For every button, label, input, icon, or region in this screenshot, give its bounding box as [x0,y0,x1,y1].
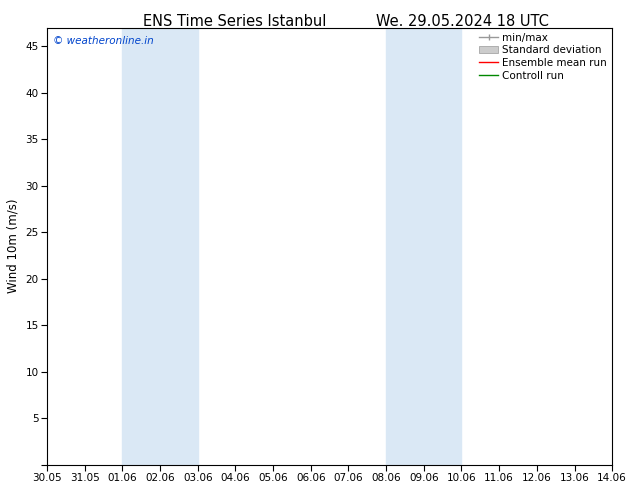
Text: ENS Time Series Istanbul: ENS Time Series Istanbul [143,14,327,29]
Text: © weatheronline.in: © weatheronline.in [53,36,153,46]
Y-axis label: Wind 10m (m/s): Wind 10m (m/s) [7,199,20,294]
Bar [386,27,462,465]
Legend: min/max, Standard deviation, Ensemble mean run, Controll run: min/max, Standard deviation, Ensemble me… [476,29,610,84]
Bar [122,27,198,465]
Text: We. 29.05.2024 18 UTC: We. 29.05.2024 18 UTC [377,14,549,29]
